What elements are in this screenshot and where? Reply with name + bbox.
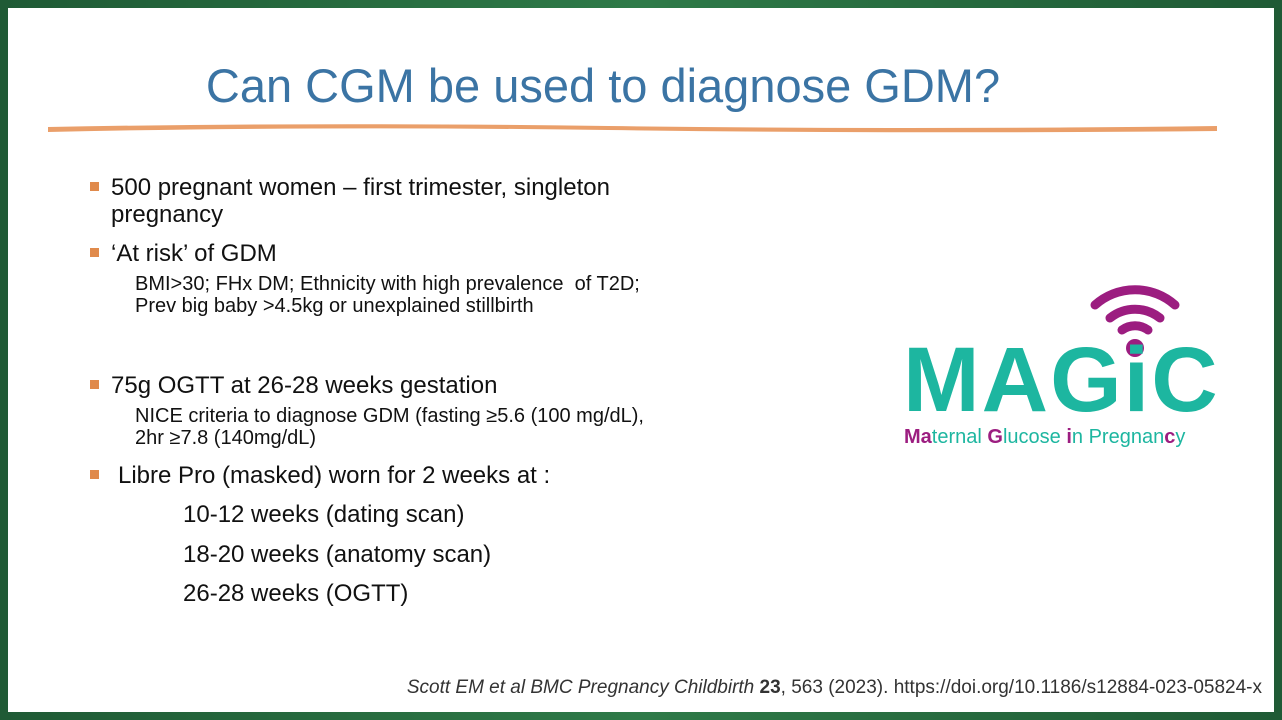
citation-part: , 563 (2023). https://doi.org/10.1186/s1…: [780, 677, 1262, 698]
citation: Scott EM et al BMC Pregnancy Childbirth …: [407, 677, 1262, 699]
tagline-part: G: [987, 426, 1003, 448]
bullet-marker: [90, 182, 99, 191]
tagline-part: lucose: [1002, 426, 1067, 448]
logo-letter: i: [1123, 329, 1152, 431]
tagline-part: n Pregnan: [1071, 426, 1165, 448]
logo-letter: M: [903, 329, 982, 431]
logo-letter: A: [981, 329, 1051, 431]
decor: [48, 124, 1217, 357]
sub-item: 10-12 weeks (dating scan): [183, 501, 465, 528]
sub-text: Prev big baby >4.5kg or unexplained stil…: [135, 295, 534, 317]
sub-text: BMI>30; FHx DM; Ethnicity with high prev…: [135, 273, 640, 295]
tagline-part: i: [1066, 426, 1072, 448]
brush-stroke: [48, 124, 1217, 133]
bullet-text: ‘At risk’ of GDM: [111, 240, 277, 267]
sub-item: 18-20 weeks (anatomy scan): [183, 540, 492, 568]
bullet-marker: [90, 470, 99, 479]
logo-letter: G: [1050, 329, 1124, 431]
tagline-part: y: [1175, 426, 1186, 448]
citation-part: 23: [759, 677, 781, 698]
sub-text: 2hr ≥7.8 (140mg/dL): [135, 427, 317, 449]
sub-text: NICE criteria to diagnose GDM (fasting ≥…: [135, 405, 644, 427]
wifi-icon: [1090, 285, 1180, 335]
bullet-marker: [90, 248, 99, 257]
slide: Can CGM be used to diagnose GDM? 500 pre…: [8, 8, 1274, 712]
sub-item: 26-28 weeks (OGTT): [183, 580, 409, 607]
bullet-text: pregnancy: [111, 201, 224, 228]
wifi-dot: [1126, 339, 1144, 357]
logo-letter: C: [1151, 329, 1220, 431]
bullet-text: 500 pregnant women – first trimester, si…: [111, 174, 610, 201]
tagline-part: c: [1164, 426, 1176, 448]
citation-part: Scott EM et al BMC Pregnancy Childbirth: [406, 677, 760, 698]
tagline-part: Ma: [904, 426, 932, 448]
logo: MAGiC: [903, 330, 1220, 430]
bullet-text: 75g OGTT at 26-28 weeks gestation: [111, 372, 498, 399]
logo-tagline: Maternal Glucose in Pregnancy: [904, 426, 1185, 449]
slide-title: Can CGM be used to diagnose GDM?: [205, 59, 1001, 112]
tagline-part: ternal: [931, 426, 988, 448]
bullet-marker: [90, 380, 99, 389]
bullet-text: Libre Pro (masked) worn for 2 weeks at :: [118, 462, 551, 489]
